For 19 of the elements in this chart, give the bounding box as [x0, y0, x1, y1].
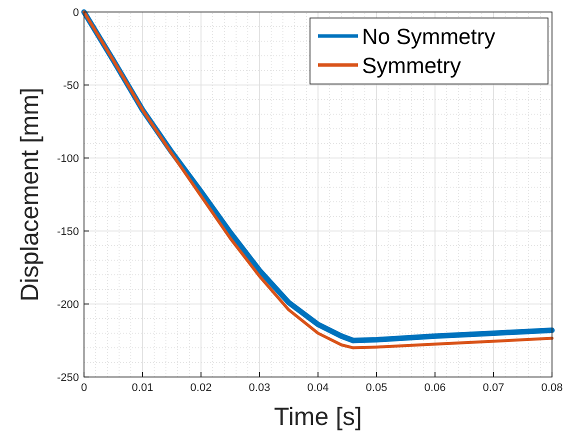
- x-tick-label: 0.03: [248, 382, 270, 394]
- legend-label: Symmetry: [362, 53, 461, 78]
- x-axis-title: Time [s]: [274, 403, 362, 431]
- y-tick-label: -200: [56, 299, 79, 311]
- x-tick-label: 0.01: [132, 382, 154, 394]
- y-axis-title: Displacement [mm]: [16, 88, 44, 302]
- x-tick-label: 0.08: [541, 382, 563, 394]
- y-tick-label: -150: [56, 226, 79, 238]
- x-tick-label: 0.05: [366, 382, 388, 394]
- x-tick-label: 0: [80, 382, 88, 394]
- y-tick-label: -250: [56, 372, 79, 384]
- x-tick-label: 0.07: [482, 382, 504, 394]
- legend-label: No Symmetry: [362, 24, 496, 49]
- y-tick-label: -50: [63, 80, 79, 92]
- y-tick-label: -100: [56, 153, 79, 165]
- x-tick-label: 0.02: [190, 382, 212, 394]
- x-tick-label: 0.04: [307, 382, 329, 394]
- y-tick-label: 0: [72, 7, 79, 19]
- x-tick-label: 0.06: [424, 382, 446, 394]
